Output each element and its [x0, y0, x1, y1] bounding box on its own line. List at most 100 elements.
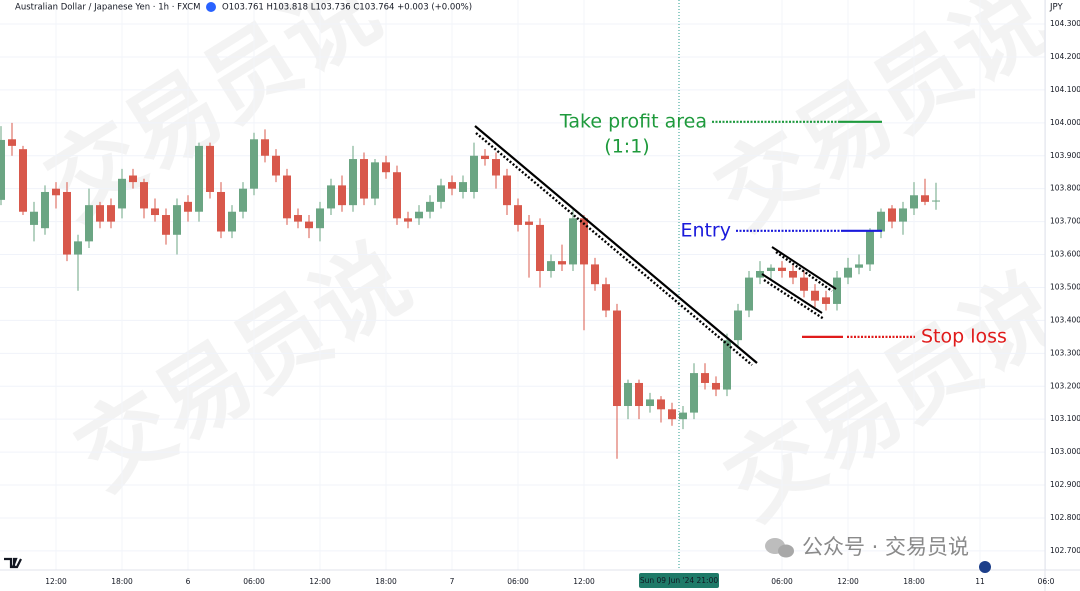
x-tick-label: 7	[450, 577, 455, 586]
candle-body	[899, 208, 907, 222]
candle-body	[888, 208, 896, 222]
candle-body	[855, 264, 863, 268]
candle-body	[844, 267, 852, 278]
candle-body	[305, 221, 313, 229]
flag-icon	[979, 561, 991, 573]
candle-body	[129, 175, 137, 183]
symbol-icon[interactable]	[206, 2, 216, 12]
axis-unit: JPY	[1049, 3, 1063, 13]
y-tick-label: 102.800	[1050, 513, 1080, 522]
wechat-icon	[778, 544, 794, 558]
candle-body	[701, 373, 709, 383]
x-tick-label: 06:0	[1038, 577, 1055, 586]
candle-body	[624, 382, 632, 407]
candle-body	[459, 182, 467, 192]
y-tick-label: 103.300	[1050, 348, 1080, 357]
x-tick-label: 12:00	[573, 577, 595, 586]
level-sublabel: (1:1)	[604, 135, 649, 157]
candle-body	[745, 277, 753, 311]
candle-body	[250, 139, 258, 189]
candle-body	[756, 271, 764, 278]
candle-body	[173, 205, 181, 235]
footer: 公众号 · 交易员说	[802, 535, 969, 559]
candle-body	[74, 241, 82, 255]
candle-body	[602, 284, 610, 311]
candle-body	[877, 211, 885, 232]
candle-body	[8, 139, 16, 146]
candle-body	[657, 399, 665, 410]
candle-body	[294, 215, 302, 222]
candle-body	[19, 149, 27, 212]
y-tick-label: 103.100	[1050, 414, 1080, 423]
candle-body	[558, 261, 566, 265]
x-tick-label: 18:00	[111, 577, 133, 586]
y-tick-label: 104.000	[1050, 118, 1080, 127]
candle-body	[404, 218, 412, 222]
candle-body	[690, 373, 698, 413]
level-label: Take profit area	[559, 110, 707, 132]
candle-body	[910, 195, 918, 209]
candle-body	[734, 310, 742, 341]
candle-body	[932, 200, 940, 202]
candle-body	[635, 382, 643, 407]
candle-body	[184, 201, 192, 212]
y-tick-label: 103.800	[1050, 184, 1080, 193]
candle-body	[261, 139, 269, 156]
candle-body	[118, 178, 126, 209]
candle-body	[811, 290, 819, 301]
candle-body	[327, 185, 335, 209]
candle-body	[393, 172, 401, 219]
candle-body	[723, 340, 731, 390]
candle-body	[426, 201, 434, 212]
candle-body	[822, 297, 830, 304]
candle-body	[547, 261, 555, 272]
x-tick-label: 06:00	[771, 577, 793, 586]
candle-body	[789, 271, 797, 278]
ohlc-values: O103.761 H103.818 L103.736 C103.764 +0.0…	[222, 3, 472, 13]
y-tick-label: 104.200	[1050, 52, 1080, 61]
y-tick-label: 102.900	[1050, 480, 1080, 489]
candle-body	[448, 182, 456, 189]
x-tick-label: 06:00	[507, 577, 529, 586]
candle-body	[503, 175, 511, 206]
tv-logo	[4, 557, 22, 569]
candle-body	[866, 231, 874, 265]
candle-body	[140, 182, 148, 209]
candle-body	[646, 399, 654, 407]
channel-lower	[761, 273, 823, 314]
candle-body	[228, 211, 236, 232]
candle-body	[767, 267, 775, 272]
candle-body	[151, 208, 159, 216]
candle-body	[668, 409, 676, 420]
candle-body	[206, 145, 214, 192]
x-tick-label: 12:00	[309, 577, 331, 586]
x-tick-label: 18:00	[903, 577, 925, 586]
channel-upper-dotted	[775, 251, 833, 292]
candle-body	[316, 208, 324, 229]
candle-body	[591, 264, 599, 285]
candle-body	[52, 188, 60, 196]
crosshair-label: Sun 09 Jun '24 21:00	[640, 576, 719, 585]
candle-body	[470, 155, 478, 192]
candle-body	[613, 310, 621, 407]
candle-body	[514, 205, 522, 225]
candle-body	[30, 211, 38, 225]
watermark: 交易员说	[708, 254, 1077, 540]
candle-body	[0, 139, 5, 200]
x-tick-label: 12:00	[837, 577, 859, 586]
x-tick-label: 12:00	[45, 577, 67, 586]
crosshair-label-bg	[639, 573, 719, 588]
y-tick-label: 103.700	[1050, 217, 1080, 226]
candle-body	[371, 162, 379, 199]
x-tick-label: 06:00	[243, 577, 265, 586]
candle-body	[96, 205, 104, 222]
candle-body	[107, 205, 115, 222]
candle-body	[239, 188, 247, 212]
candle-body	[217, 191, 225, 232]
channel-upper	[771, 246, 837, 290]
candle-body	[338, 185, 346, 206]
symbol-title: Australian Dollar / Japanese Yen · 1h · …	[15, 3, 200, 13]
y-tick-label: 103.500	[1050, 282, 1080, 291]
y-tick-label: 103.000	[1050, 447, 1080, 456]
y-tick-label: 104.300	[1050, 19, 1080, 28]
